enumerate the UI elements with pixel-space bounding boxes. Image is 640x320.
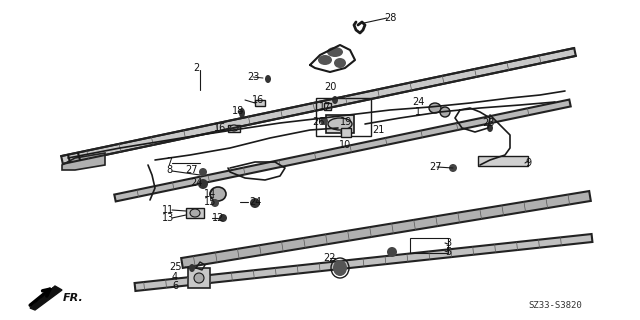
- Text: 22: 22: [324, 253, 336, 263]
- Text: 27: 27: [429, 162, 442, 172]
- Text: 18: 18: [232, 106, 244, 116]
- Bar: [255, 100, 265, 106]
- Ellipse shape: [327, 47, 343, 57]
- Ellipse shape: [239, 108, 245, 118]
- Text: 4: 4: [172, 272, 178, 282]
- Polygon shape: [61, 48, 576, 164]
- Text: 27: 27: [185, 165, 197, 175]
- Text: 13: 13: [162, 213, 174, 223]
- Text: 28: 28: [384, 13, 396, 23]
- Ellipse shape: [429, 103, 441, 113]
- Text: 7: 7: [166, 157, 172, 167]
- Ellipse shape: [320, 117, 328, 125]
- Ellipse shape: [487, 124, 493, 132]
- Text: 24: 24: [249, 197, 261, 207]
- Text: 17: 17: [319, 102, 331, 112]
- Text: 24: 24: [412, 97, 424, 107]
- Polygon shape: [30, 286, 62, 310]
- Polygon shape: [134, 234, 593, 291]
- Ellipse shape: [318, 55, 332, 65]
- Text: 21: 21: [372, 125, 384, 135]
- Text: 1: 1: [415, 107, 421, 117]
- Text: 16: 16: [214, 123, 226, 133]
- Ellipse shape: [219, 214, 227, 222]
- Text: 23: 23: [482, 118, 494, 128]
- Bar: [341, 128, 351, 137]
- Text: 10: 10: [339, 140, 351, 150]
- Text: 5: 5: [445, 247, 451, 257]
- Bar: [188, 268, 210, 288]
- Bar: [326, 115, 354, 133]
- Text: FR.: FR.: [63, 293, 84, 303]
- Ellipse shape: [328, 118, 352, 130]
- Ellipse shape: [250, 198, 260, 208]
- Text: 23: 23: [247, 72, 259, 82]
- Ellipse shape: [340, 128, 350, 136]
- Ellipse shape: [190, 209, 200, 217]
- Text: 8: 8: [166, 165, 172, 175]
- Text: 16: 16: [252, 95, 264, 105]
- Polygon shape: [115, 100, 571, 201]
- Text: 24: 24: [190, 178, 202, 188]
- Ellipse shape: [332, 96, 338, 104]
- Text: 19: 19: [340, 117, 352, 127]
- Ellipse shape: [230, 125, 238, 131]
- Ellipse shape: [449, 164, 457, 172]
- Text: 2: 2: [193, 63, 199, 73]
- Ellipse shape: [387, 247, 397, 257]
- Bar: [410, 238, 448, 253]
- Text: 20: 20: [324, 82, 336, 92]
- Ellipse shape: [198, 179, 208, 189]
- Text: 3: 3: [445, 238, 451, 248]
- Bar: [478, 156, 528, 166]
- Ellipse shape: [210, 187, 226, 201]
- Polygon shape: [181, 191, 591, 268]
- Ellipse shape: [334, 58, 346, 68]
- Text: 11: 11: [162, 205, 174, 215]
- Text: 12: 12: [212, 213, 224, 223]
- Text: 15: 15: [204, 197, 216, 207]
- Ellipse shape: [194, 273, 204, 283]
- Bar: [316, 98, 371, 136]
- Text: 25: 25: [169, 262, 181, 272]
- Ellipse shape: [189, 264, 195, 272]
- Ellipse shape: [199, 168, 207, 176]
- Text: 9: 9: [525, 158, 531, 168]
- Text: SZ33-S3820: SZ33-S3820: [528, 301, 582, 310]
- Bar: [186, 208, 204, 218]
- Ellipse shape: [440, 107, 450, 117]
- Text: 6: 6: [172, 281, 178, 291]
- Ellipse shape: [333, 260, 347, 276]
- Ellipse shape: [265, 75, 271, 83]
- Text: 26: 26: [312, 117, 324, 127]
- Bar: [228, 125, 240, 132]
- Text: 14: 14: [204, 189, 216, 199]
- Polygon shape: [62, 153, 105, 170]
- Ellipse shape: [211, 199, 219, 207]
- Bar: [324, 103, 331, 110]
